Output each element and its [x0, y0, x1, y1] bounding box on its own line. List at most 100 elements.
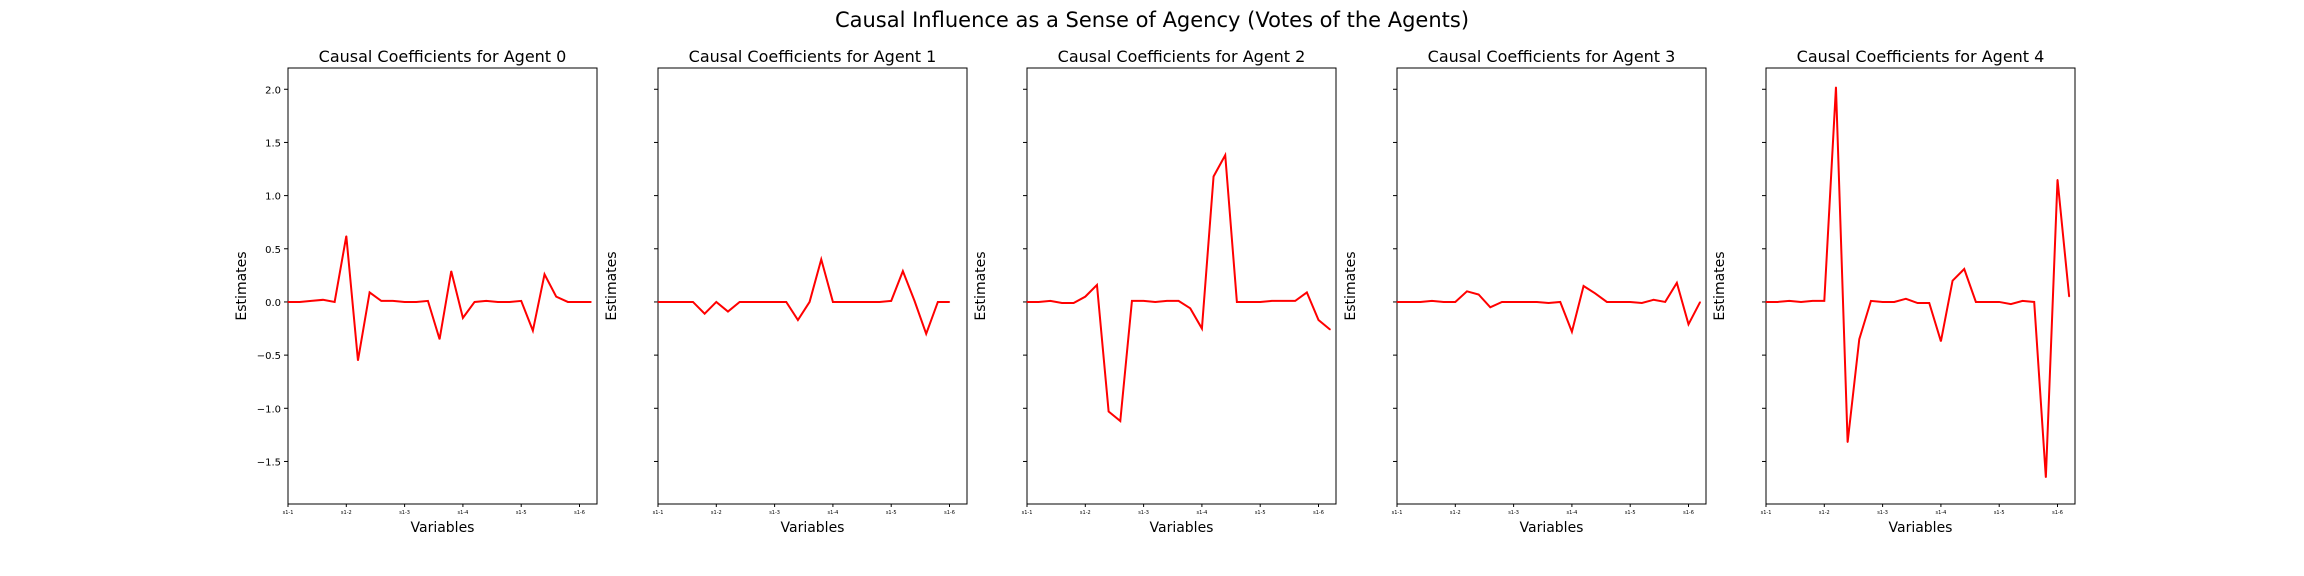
subplot-agent-4: Causal Coefficients for Agent 4 s1-1 s1-2 s… [1712, 47, 2076, 536]
data-point [1928, 302, 1930, 304]
data-point [1788, 300, 1790, 302]
data-point [1652, 299, 1655, 301]
x-tick-label: s1-4 [1197, 510, 1208, 516]
y-tick-label: 0.5 [265, 245, 281, 256]
y-tick-label: 0.0 [265, 298, 281, 309]
data-point [1166, 300, 1168, 302]
data-point [1294, 300, 1296, 302]
x-tick-label: s1-2 [341, 510, 352, 516]
data-point [520, 300, 522, 302]
data-point [1582, 285, 1585, 287]
data-point [669, 301, 671, 303]
data-point [1687, 323, 1690, 325]
data-point [508, 301, 511, 303]
data-point [369, 291, 371, 293]
data-point [832, 301, 834, 303]
data-point [1247, 301, 1250, 303]
x-tick-label: s1-3 [1138, 510, 1149, 516]
data-point [1571, 331, 1573, 333]
y-axis-label: Estimates [234, 251, 250, 320]
y-tick-label: 1.5 [265, 138, 281, 149]
axes-frame [1396, 67, 1707, 505]
data-point [1143, 300, 1145, 302]
y-axis-label: Estimates [1343, 251, 1359, 320]
data-point [727, 310, 729, 313]
data-point [1986, 301, 1989, 303]
data-point [1084, 296, 1086, 298]
data-point [1676, 282, 1678, 284]
data-point [1858, 338, 1860, 340]
data-point [797, 319, 799, 321]
data-point [657, 301, 659, 303]
data-point [843, 301, 846, 303]
x-tick-label: s1-5 [1255, 510, 1266, 516]
data-point [1131, 300, 1133, 302]
data-point [310, 300, 312, 302]
data-point [1049, 300, 1051, 302]
data-point [1664, 301, 1666, 303]
data-point [590, 301, 592, 303]
x-tick-label: s1-2 [1080, 510, 1091, 516]
data-point [878, 301, 881, 303]
series-line [288, 235, 592, 361]
data-point [578, 301, 581, 303]
data-point [555, 296, 557, 298]
data-point [937, 301, 939, 303]
x-tick-label: s1-6 [1313, 510, 1324, 516]
x-tick-label: s1-2 [1450, 510, 1461, 516]
data-point [438, 338, 441, 340]
axes-frame [1765, 67, 2076, 505]
subplot-title: Causal Coefficients for Agent 4 [1797, 47, 2045, 66]
data-point [1951, 280, 1954, 282]
data-point [1224, 154, 1226, 156]
y-tick-label: 2.0 [265, 85, 281, 96]
data-point [1317, 319, 1320, 321]
data-point [1536, 301, 1538, 303]
subplot-agent-1: Causal Coefficients for Agent 1 s1-1 s1-2 s… [604, 47, 968, 536]
data-point [1524, 301, 1526, 303]
y-axis-label: Estimates [604, 251, 620, 320]
data-point [820, 258, 822, 261]
data-point [1501, 301, 1503, 303]
data-point [462, 317, 464, 319]
data-point [1419, 301, 1421, 303]
x-tick-label: s1-5 [886, 510, 897, 516]
data-point [1038, 301, 1040, 303]
y-axis-label: Estimates [973, 251, 989, 320]
x-tick-label: s1-4 [1936, 510, 1947, 516]
x-tick-label: s1-1 [1022, 510, 1033, 516]
x-tick-label: s1-4 [458, 510, 469, 516]
data-point [1061, 302, 1063, 304]
subplot-agent-0: Causal Coefficients for Agent 0 −1.5 −1.0 −… [234, 47, 598, 536]
y-tick-label: −0.5 [257, 351, 281, 362]
data-point [2010, 303, 2012, 305]
data-point [1282, 300, 1285, 302]
data-point [543, 273, 546, 275]
data-point [704, 313, 706, 315]
data-point [2033, 301, 2035, 303]
data-point [497, 301, 499, 303]
data-point [287, 301, 289, 303]
x-axis-label: Variables [1520, 520, 1584, 536]
data-point [1443, 301, 1445, 303]
data-point [1699, 301, 1701, 303]
data-point [1893, 301, 1895, 303]
data-point [1629, 301, 1631, 303]
data-point [567, 301, 569, 303]
data-point [1177, 300, 1180, 302]
x-tick-label: s1-3 [1508, 510, 1519, 516]
data-point [1454, 301, 1456, 303]
data-point [1777, 301, 1779, 303]
data-point [1212, 175, 1215, 178]
data-point [692, 301, 694, 303]
data-point [1905, 298, 1907, 300]
data-point [808, 301, 811, 303]
x-tick-label: s1-3 [1877, 510, 1888, 516]
data-point [299, 301, 301, 303]
axes-frame [287, 67, 598, 505]
x-tick-label: s1-5 [516, 510, 527, 516]
x-tick-label: s1-1 [1761, 510, 1772, 516]
y-tick-label: 1.0 [265, 192, 281, 203]
